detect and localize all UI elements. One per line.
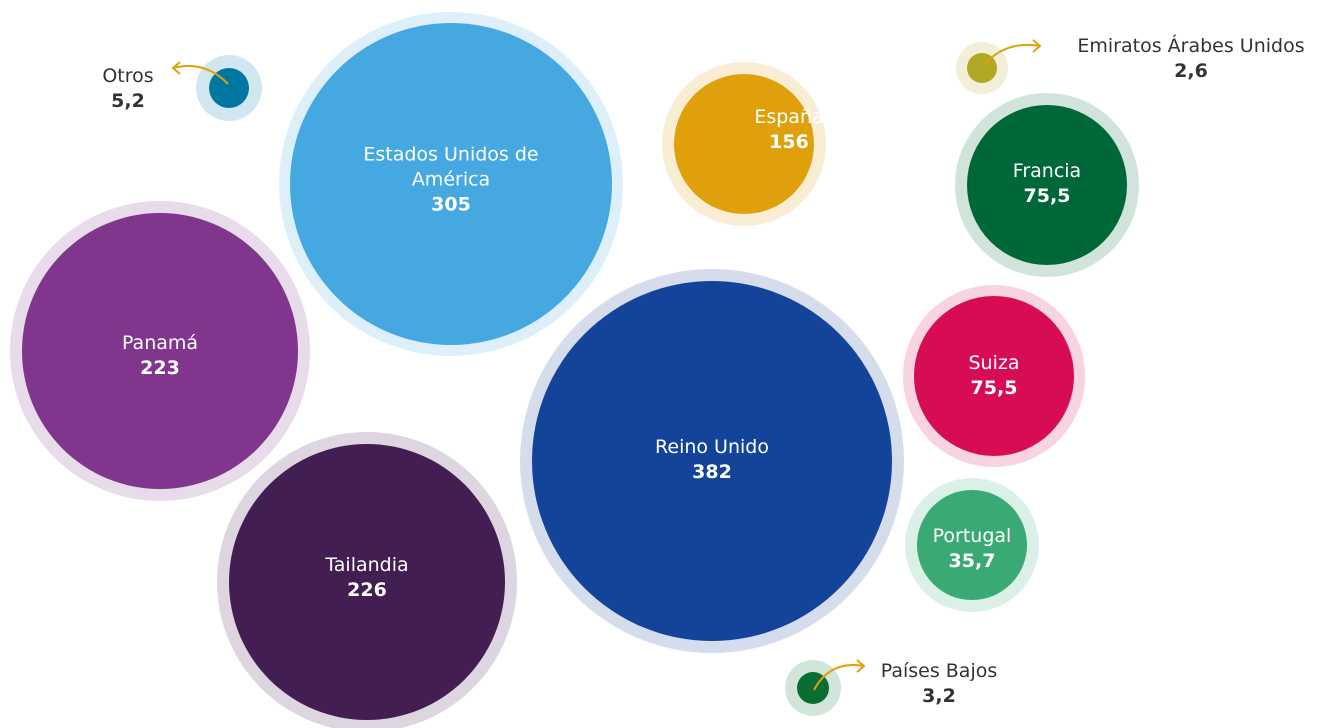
- category-label: Emiratos Árabes Unidos: [1077, 35, 1305, 57]
- category-label: Panamá: [121, 332, 199, 354]
- category-label: Francia: [1012, 160, 1082, 182]
- bubble: [209, 68, 249, 108]
- value-label: 223: [140, 357, 180, 379]
- value-label: 35,7: [948, 550, 996, 572]
- bubble-label: Otros 5,2: [88, 64, 168, 114]
- category-label: Reino Unido: [655, 436, 769, 458]
- callout-arrowhead: [856, 659, 866, 673]
- bubble-label: Panamá 223: [60, 331, 260, 381]
- value-label: 5,2: [111, 90, 145, 112]
- category-label: Portugal: [932, 525, 1012, 547]
- category-label: Estados Unidos de América: [363, 143, 539, 191]
- value-label: 75,5: [970, 377, 1018, 399]
- category-label: España: [754, 106, 824, 128]
- callout-arrow: [813, 664, 865, 691]
- category-label: Países Bajos: [880, 660, 998, 682]
- callout-arrowhead: [171, 61, 181, 75]
- bubble-label: Portugal 35,7: [917, 524, 1027, 574]
- value-label: 2,6: [1174, 60, 1208, 82]
- bubble-label: Tailandia 226: [267, 553, 467, 603]
- bubble-label: Países Bajos 3,2: [849, 659, 1029, 709]
- bubble: [917, 490, 1027, 600]
- bubble: [914, 296, 1074, 456]
- callout-arrowhead: [1032, 39, 1042, 53]
- bubble-label: Francia 75,5: [972, 159, 1122, 209]
- callout-arrow: [982, 43, 1041, 67]
- value-label: 3,2: [922, 685, 956, 707]
- bubble-label: Suiza 75,5: [919, 351, 1069, 401]
- bubble: [674, 74, 814, 214]
- value-label: 75,5: [1023, 185, 1071, 207]
- bubble: [532, 281, 892, 641]
- bubble: [22, 213, 298, 489]
- bubble-label: España 156: [719, 105, 859, 155]
- bubble-label: Emiratos Árabes Unidos 2,6: [1041, 34, 1326, 84]
- callout-arrow: [172, 65, 229, 85]
- value-label: 156: [769, 131, 809, 153]
- category-label: Suiza: [968, 352, 1020, 374]
- category-label: Otros: [102, 65, 154, 87]
- bubble: [967, 105, 1127, 265]
- bubble: [290, 23, 612, 345]
- bubble-label: Reino Unido 382: [602, 435, 822, 485]
- value-label: 305: [431, 193, 471, 216]
- value-label: 382: [692, 461, 732, 483]
- value-label: 226: [347, 579, 387, 601]
- bubble: [229, 444, 505, 720]
- bubble-label: Estados Unidos de América 305: [331, 143, 571, 218]
- category-label: Tailandia: [325, 554, 409, 576]
